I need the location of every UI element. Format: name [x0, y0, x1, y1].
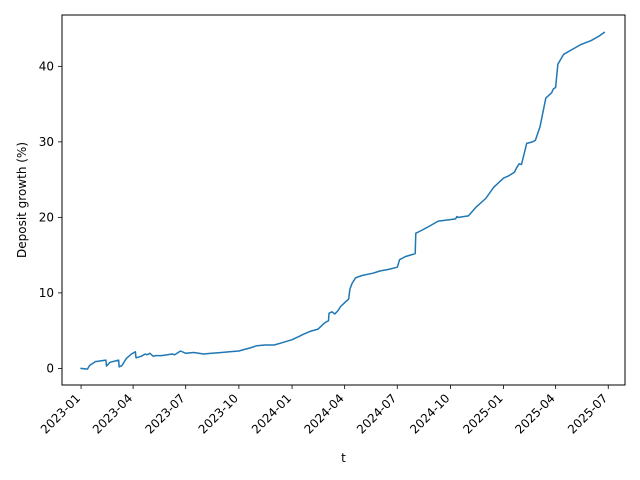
y-tick-label: 30 [39, 135, 54, 149]
y-axis-label: Deposit growth (%) [15, 142, 29, 258]
y-tick-label: 40 [39, 59, 54, 73]
x-axis-label: t [341, 451, 346, 465]
plot-frame [61, 14, 626, 386]
y-tick-label: 0 [46, 361, 54, 375]
series-line [80, 31, 606, 370]
y-tick-label: 20 [39, 210, 54, 224]
y-axis: 0 10 20 30 40 [39, 59, 62, 375]
y-tick-label: 10 [39, 286, 54, 300]
